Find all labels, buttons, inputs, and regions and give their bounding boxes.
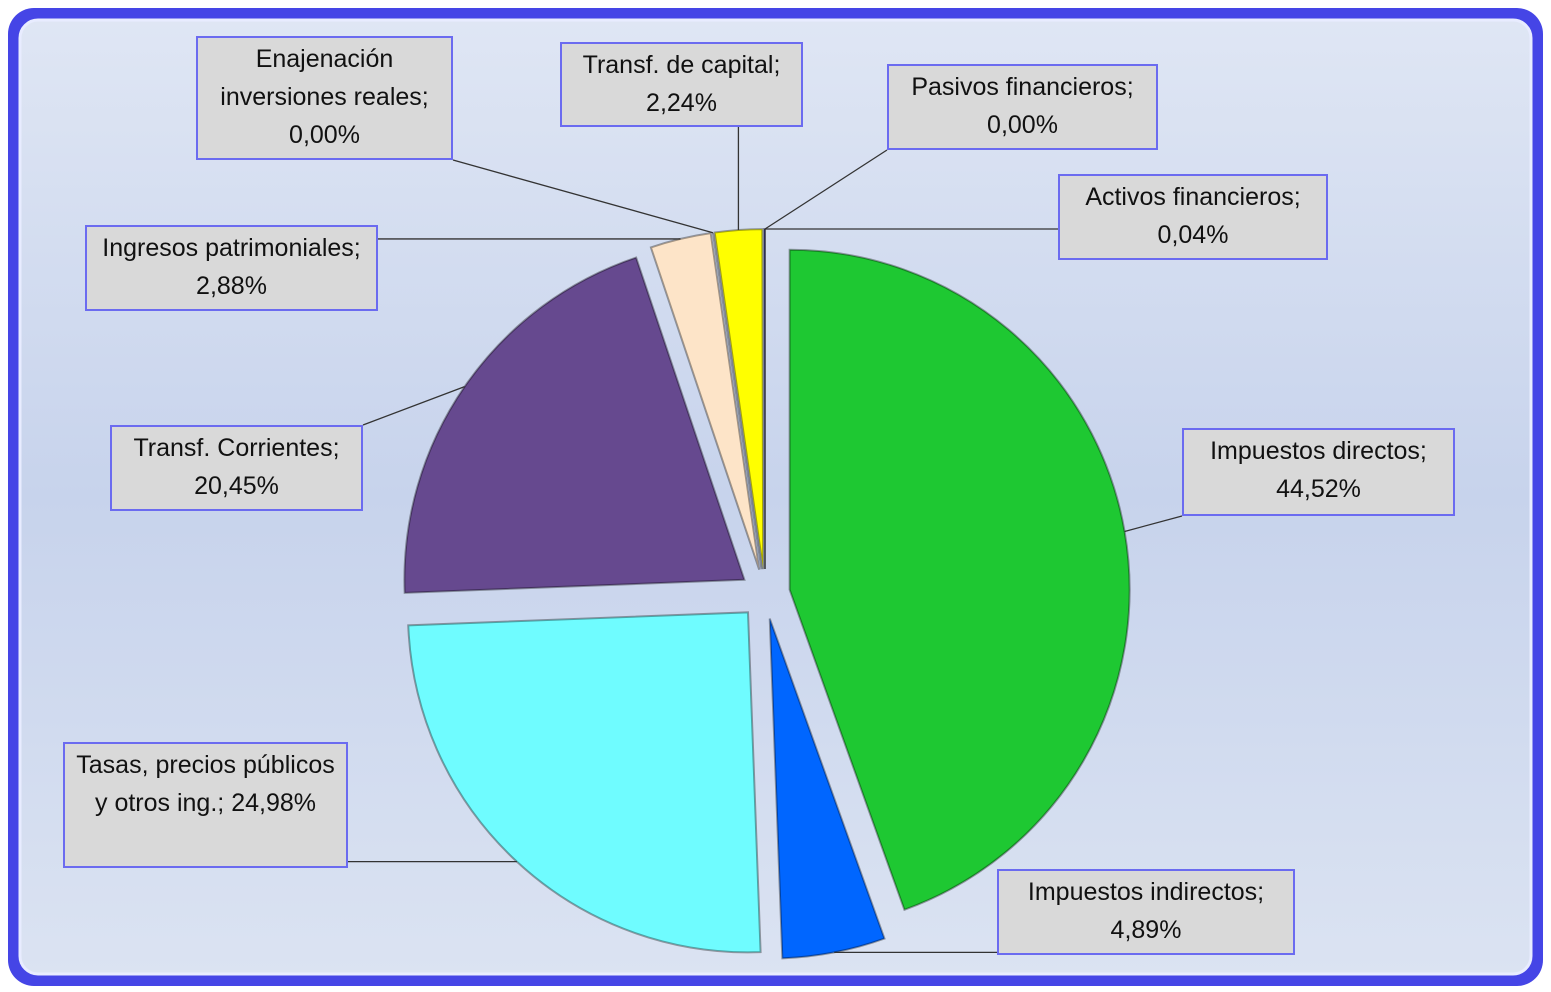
data-label: Activos financieros; 0,04%: [1058, 174, 1328, 260]
category-label: Ingresos patrimoniales;: [102, 234, 361, 262]
category-label: Enajenación inversiones reales;: [220, 45, 429, 111]
category-label: Impuestos indirectos;: [1027, 878, 1265, 906]
value-label: 24,98%: [231, 789, 316, 817]
data-label: Transf. de capital; 2,24%: [560, 42, 803, 127]
pie-slice: [407, 611, 762, 954]
category-label: Pasivos financieros;: [911, 73, 1134, 101]
data-label: Transf. Corrientes; 20,45%: [110, 425, 363, 511]
category-label: Transf. de capital;: [582, 51, 781, 79]
value-label: 4,89%: [1110, 916, 1182, 944]
value-label: 0,00%: [987, 111, 1058, 139]
value-label: 20,45%: [194, 472, 279, 500]
pie-slice: [768, 618, 886, 960]
data-label: Enajenación inversiones reales; 0,00%: [196, 36, 453, 160]
value-label: 2,88%: [196, 272, 267, 300]
value-label: 44,52%: [1276, 475, 1361, 503]
data-label: Impuestos directos; 44,52%: [1182, 428, 1455, 516]
category-label: Activos financieros;: [1085, 183, 1301, 211]
category-label: Tasas, precios públicos y otros ing.;: [76, 751, 335, 817]
data-label: Impuestos indirectos; 4,89%: [997, 869, 1295, 955]
leader-line: [452, 159, 714, 234]
value-label: 2,24%: [646, 89, 717, 117]
data-label: Ingresos patrimoniales; 2,88%: [85, 225, 378, 311]
value-label: 0,04%: [1157, 221, 1229, 249]
pie-slice: [711, 232, 763, 570]
value-label: 0,00%: [289, 121, 360, 149]
pie-slice: [649, 232, 761, 570]
pie-slice: [403, 256, 746, 594]
data-label: Pasivos financieros; 0,00%: [887, 64, 1158, 150]
category-label: Transf. Corrientes;: [133, 434, 340, 462]
data-label: Tasas, precios públicos y otros ing.; 24…: [63, 742, 348, 868]
leader-line: [1124, 515, 1183, 533]
leader-line: [362, 386, 465, 426]
category-label: Impuestos directos;: [1210, 437, 1427, 465]
leader-line: [764, 149, 888, 230]
